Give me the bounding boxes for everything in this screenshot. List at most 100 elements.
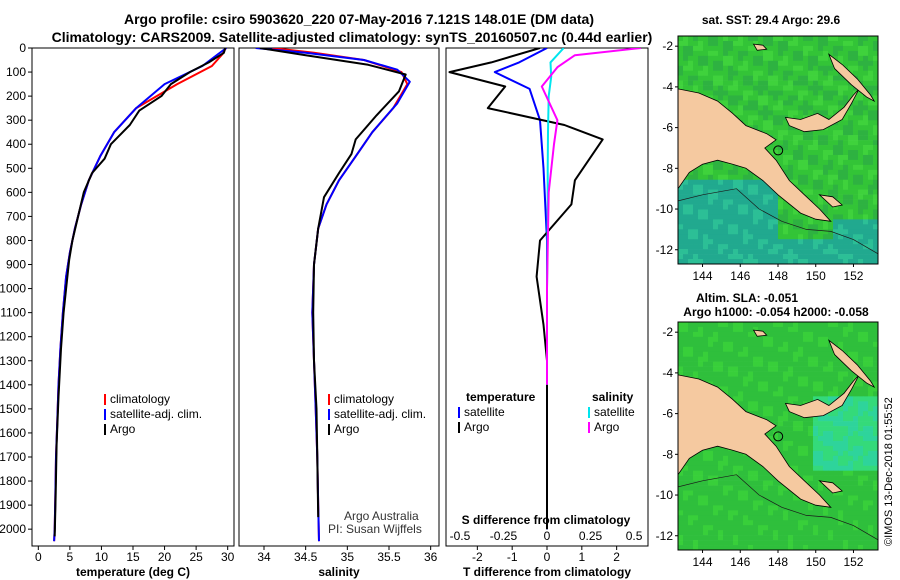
field-cell: [718, 204, 724, 210]
field-cell: [743, 174, 749, 181]
x-tick-label: 35.5: [377, 550, 401, 564]
field-cell: [873, 460, 878, 467]
field-cell: [733, 326, 739, 333]
field-cell: [823, 55, 829, 62]
field-cell: [838, 259, 844, 264]
field-cell: [758, 229, 764, 235]
field-cell: [848, 396, 854, 402]
field-cell: [848, 239, 854, 245]
field-cell: [723, 85, 729, 91]
field-cell: [778, 115, 784, 121]
field-cell: [738, 366, 744, 372]
field-cell: [818, 450, 824, 457]
field-cell: [763, 259, 769, 264]
field-cell: [823, 545, 829, 550]
field-cell: [863, 140, 869, 146]
field-cell: [833, 500, 839, 506]
field-cell: [873, 95, 878, 101]
field-cell: [683, 480, 689, 486]
field-cell: [748, 351, 754, 357]
field-cell: [868, 40, 874, 47]
field-cell: [868, 485, 874, 491]
field-cell: [818, 356, 824, 362]
field-cell: [858, 331, 864, 338]
field-cell: [773, 40, 779, 47]
field-cell: [698, 80, 704, 86]
field-cell: [843, 184, 849, 190]
field-cell: [738, 465, 744, 471]
field-cell: [678, 475, 684, 481]
field-cell: [758, 110, 764, 116]
field-cell: [773, 194, 779, 200]
field-cell: [808, 60, 814, 67]
field-cell: [868, 336, 874, 343]
field-cell: [813, 50, 819, 57]
field-cell: [743, 239, 749, 245]
field-cell: [803, 391, 809, 397]
field-cell: [728, 55, 734, 62]
field-cell: [703, 540, 709, 546]
field-cell: [828, 60, 834, 67]
field-cell: [798, 50, 804, 57]
field-cell: [768, 234, 774, 240]
field-cell: [828, 326, 834, 333]
field-cell: [778, 346, 784, 353]
field-cell: [843, 545, 849, 550]
field-cell: [793, 214, 799, 220]
field-cell: [713, 75, 719, 81]
field-cell: [718, 229, 724, 235]
legend-label: Argo: [334, 422, 360, 436]
landmass-new-guinea: [678, 88, 832, 222]
field-cell: [753, 179, 759, 185]
field-cell: [793, 386, 799, 392]
field-cell: [753, 259, 759, 264]
field-cell: [788, 440, 794, 447]
field-cell: [733, 351, 739, 357]
field-cell: [828, 416, 834, 422]
field-cell: [818, 259, 824, 264]
field-cell: [713, 445, 719, 452]
field-cell: [703, 214, 709, 220]
field-cell: [788, 376, 794, 382]
field-cell: [808, 239, 814, 245]
legend-label: climatology: [110, 392, 170, 406]
field-cell: [828, 224, 834, 230]
field-cell: [868, 259, 874, 264]
field-cell: [843, 326, 849, 333]
bathymetry-contour: [678, 188, 878, 255]
field-cell: [748, 406, 754, 412]
field-cell: [788, 60, 794, 67]
field-cell: [773, 545, 779, 550]
field-cell: [693, 259, 699, 264]
field-cell: [753, 500, 759, 506]
field-cell: [723, 540, 729, 546]
field-cell: [743, 455, 749, 462]
field-cell: [848, 426, 854, 432]
field-cell: [838, 150, 844, 156]
field-cell: [723, 199, 729, 205]
field-cell: [703, 239, 709, 245]
field-cell: [758, 356, 764, 362]
map-x-tick-label: 150: [806, 269, 826, 283]
field-cell: [858, 460, 864, 467]
field-cell: [838, 495, 844, 501]
field-cell: [778, 445, 784, 452]
field-cell: [718, 475, 724, 481]
field-cell: [828, 445, 834, 452]
field-cell: [843, 465, 849, 471]
field-cell: [703, 55, 709, 62]
field-cell: [858, 540, 864, 546]
y-tick-label: 2000: [0, 522, 26, 536]
field-cell: [863, 115, 869, 121]
field-cell: [793, 336, 799, 343]
field-cell: [783, 85, 789, 91]
field-cell: [683, 70, 689, 76]
field-cell: [693, 346, 699, 353]
field-cell: [798, 70, 804, 76]
field-cell: [693, 65, 699, 71]
field-cell: [813, 184, 819, 190]
field-cell: [733, 371, 739, 377]
field-cell: [698, 174, 704, 181]
field-cell: [848, 169, 854, 176]
field-cell: [703, 455, 709, 462]
